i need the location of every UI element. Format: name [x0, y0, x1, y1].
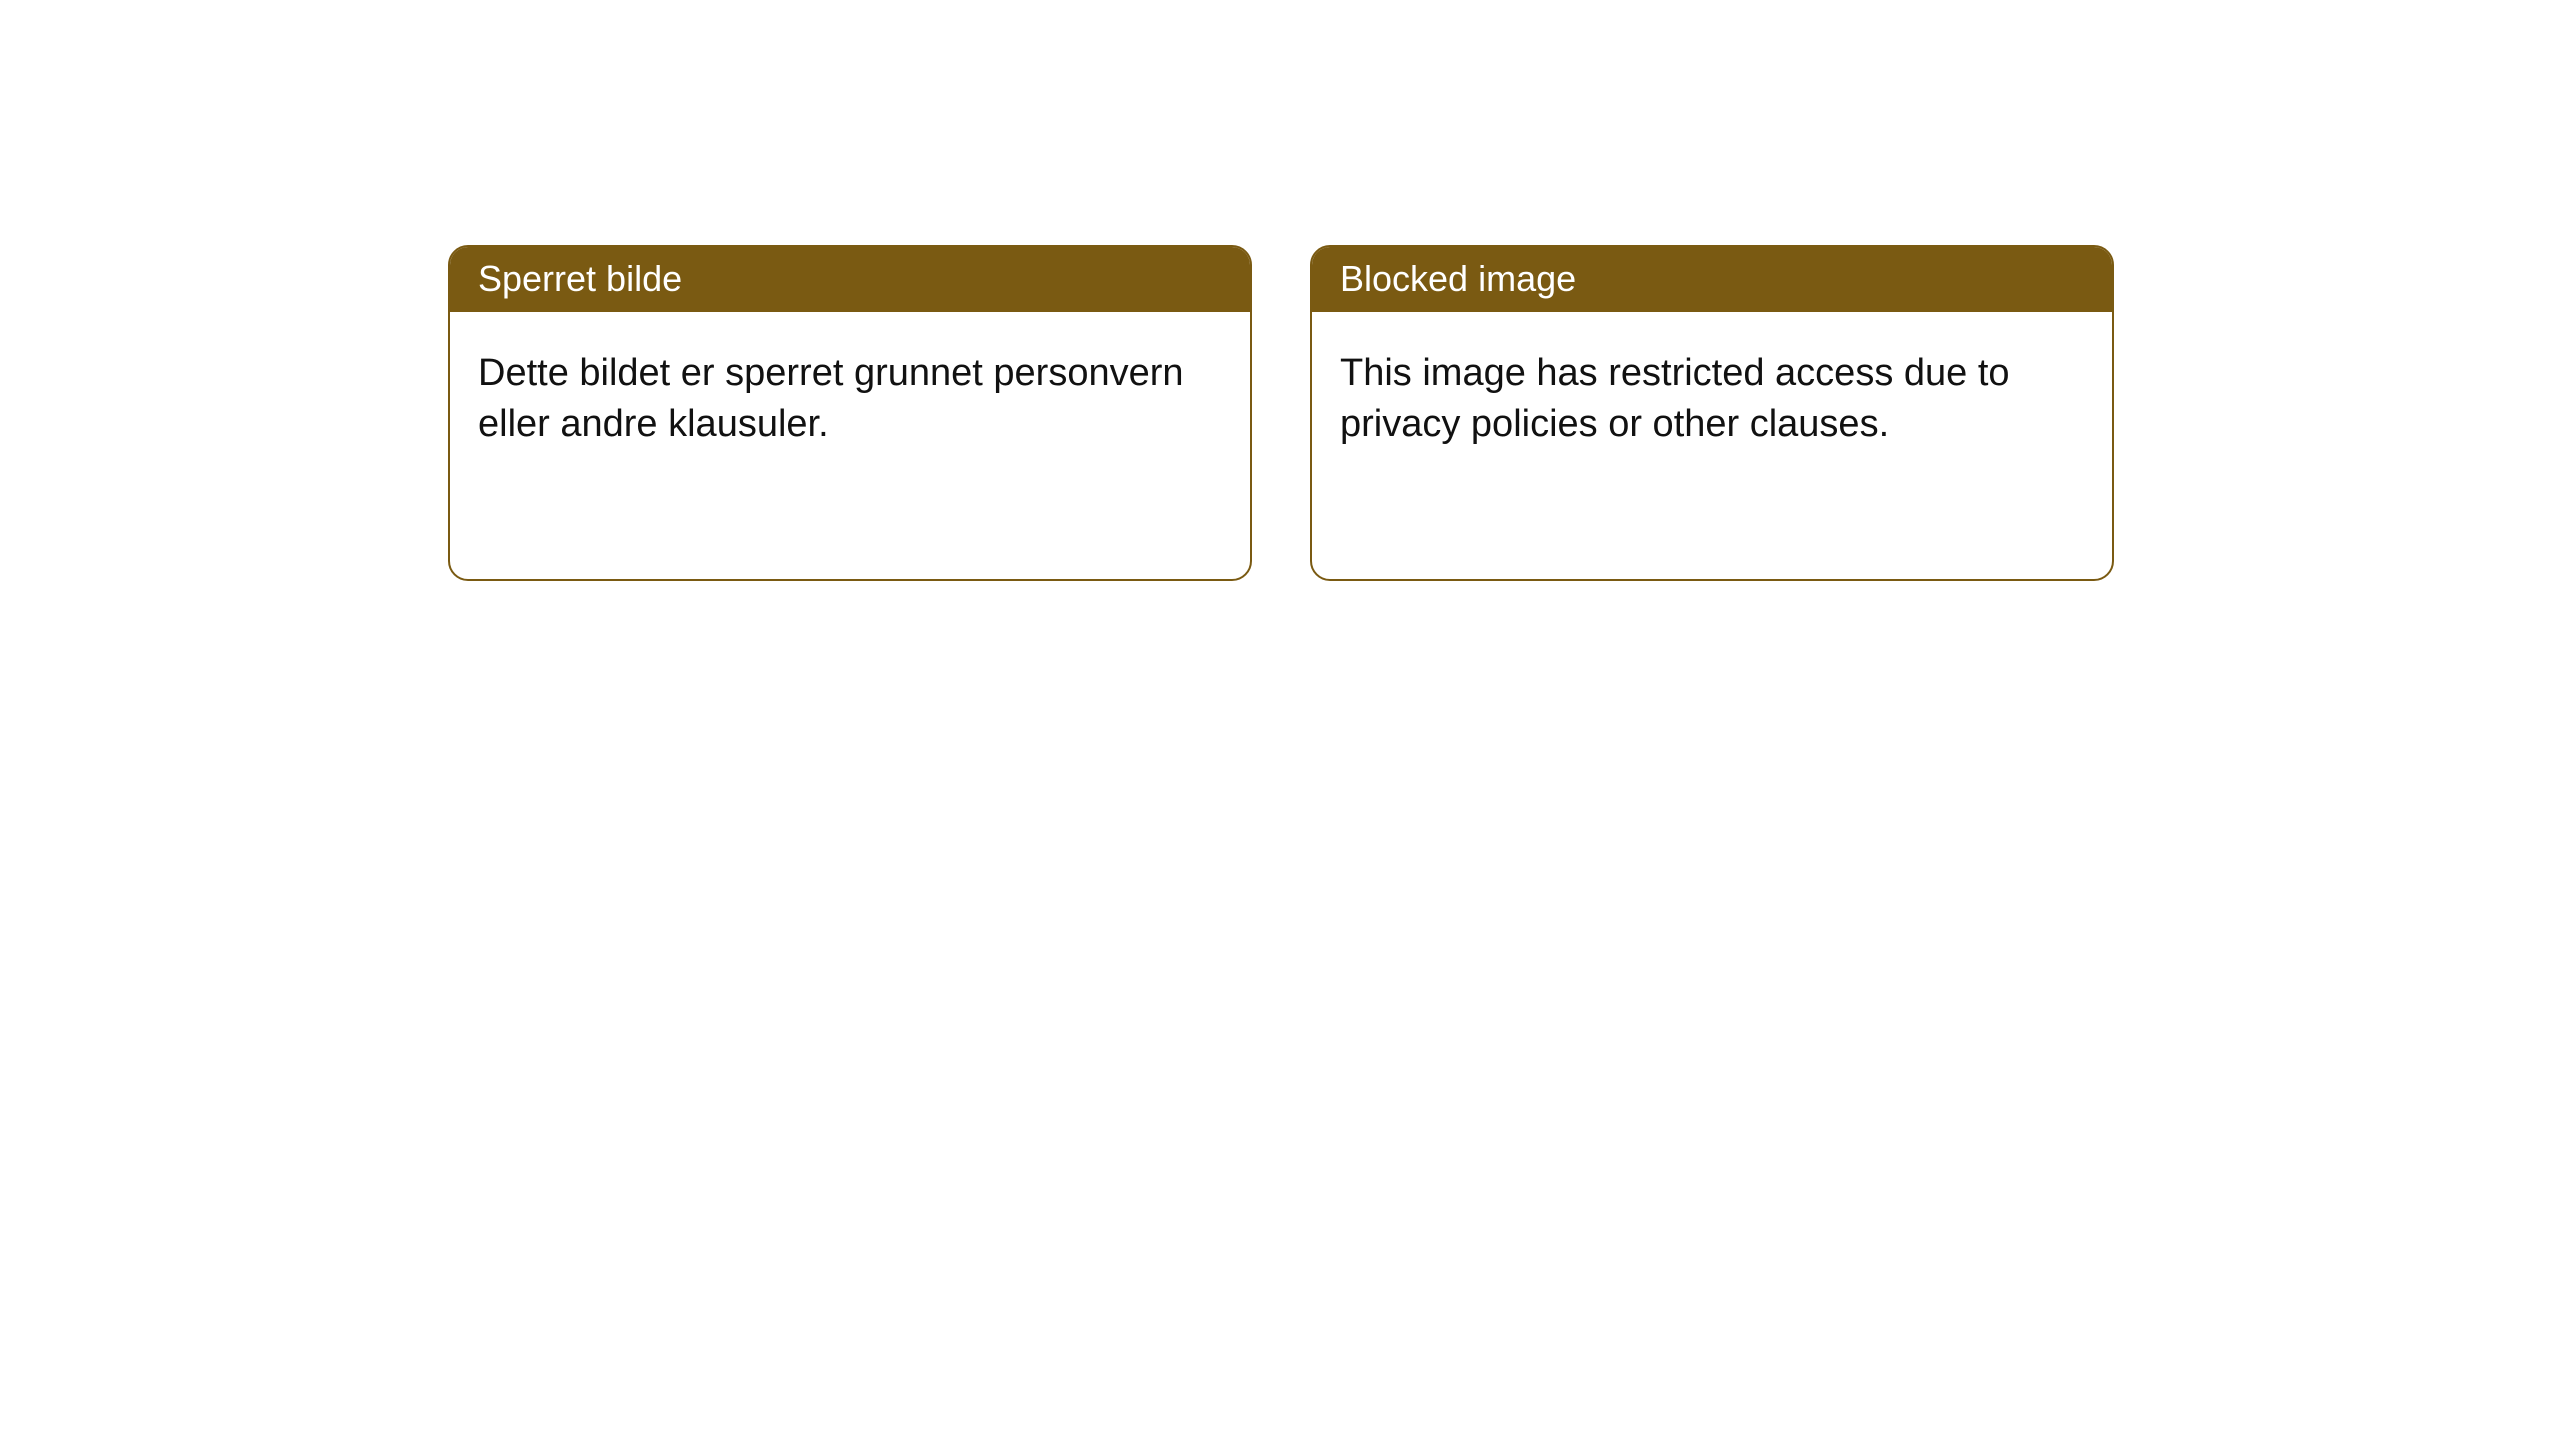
- card-body-no: Dette bildet er sperret grunnet personve…: [450, 312, 1250, 479]
- notice-container: Sperret bilde Dette bildet er sperret gr…: [0, 0, 2560, 581]
- card-body-en: This image has restricted access due to …: [1312, 312, 2112, 479]
- card-header-no: Sperret bilde: [450, 247, 1250, 312]
- blocked-image-card-en: Blocked image This image has restricted …: [1310, 245, 2114, 581]
- card-header-en: Blocked image: [1312, 247, 2112, 312]
- blocked-image-card-no: Sperret bilde Dette bildet er sperret gr…: [448, 245, 1252, 581]
